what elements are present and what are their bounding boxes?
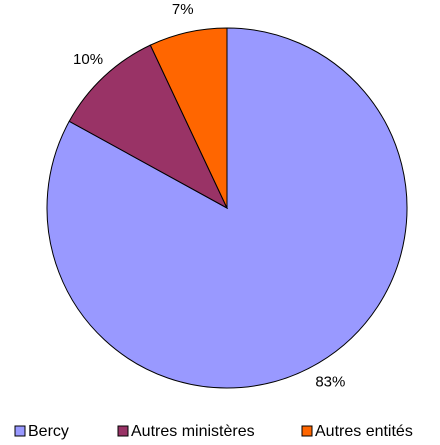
legend-swatch bbox=[117, 425, 129, 437]
data-label: 7% bbox=[172, 1, 194, 18]
pie-slice bbox=[149, 27, 228, 209]
pie-slice bbox=[46, 27, 408, 389]
legend-label: Bercy bbox=[28, 423, 69, 440]
legend-swatch bbox=[14, 425, 26, 437]
legend-swatch bbox=[301, 425, 313, 437]
pie-slice bbox=[68, 44, 229, 210]
data-label: 10% bbox=[73, 51, 103, 68]
legend-label: Autres ministères bbox=[131, 423, 255, 440]
legend-label: Autres entités bbox=[315, 423, 413, 440]
data-label: 83% bbox=[315, 374, 345, 391]
